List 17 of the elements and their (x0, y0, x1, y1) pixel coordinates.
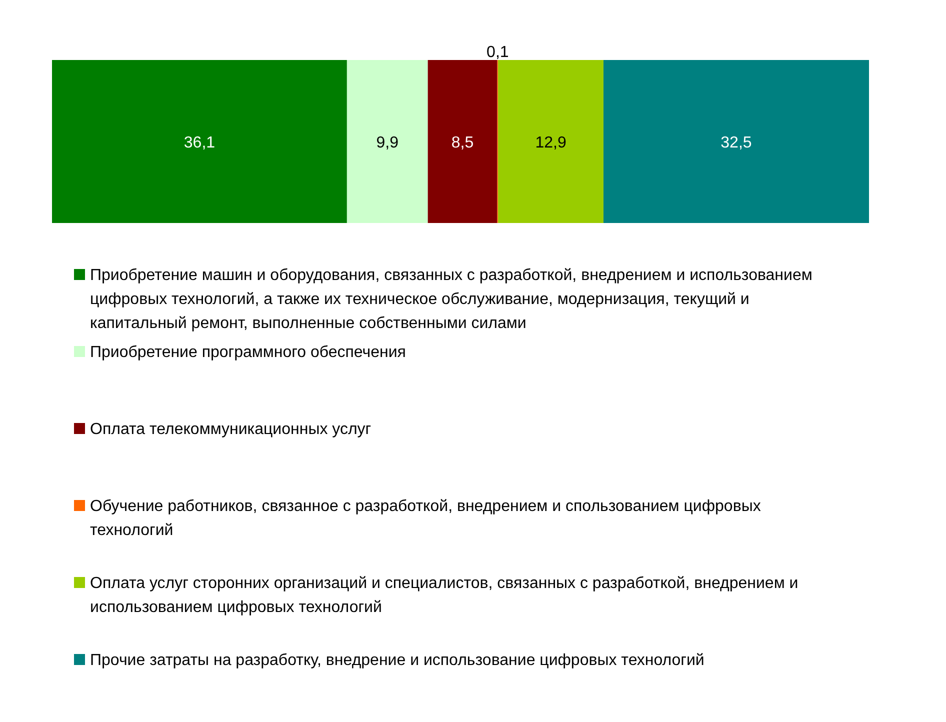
legend-label: Обучение работников, связанное с разработкой, внедрением и спользованием цифровых технологий (90, 498, 761, 539)
bar (52, 60, 347, 223)
data-label: 12,9 (535, 134, 566, 152)
data-label: 9,9 (376, 134, 399, 152)
data-label: 32,5 (720, 134, 752, 152)
data-label: 0,1 (486, 44, 509, 61)
data-label: 36,1 (184, 134, 216, 152)
bar (498, 60, 604, 223)
bar (603, 60, 869, 223)
legend-label: Оплата телекоммуникационных услуг (90, 421, 372, 438)
legend-label: Приобретение машин и оборудования, связанных с разработкой, внедрением и использованием цифровых технологий, а также их техническое обслуживание, модернизация, текущий и капитальный ремонт, выполненные собственными силами (90, 267, 812, 332)
bar (346, 60, 428, 223)
legend-label: Приобретение программного обеспечения (90, 344, 406, 361)
data-label: 8,5 (451, 134, 474, 152)
legend-label: Оплата услуг сторонних организаций и специалистов, связанных с разработкой, внедрением и использованием цифровых технологий (90, 575, 798, 616)
bar (428, 60, 498, 223)
legend-label: Прочие затраты на разработку, внедрение и использование цифровых технологий (90, 652, 704, 669)
